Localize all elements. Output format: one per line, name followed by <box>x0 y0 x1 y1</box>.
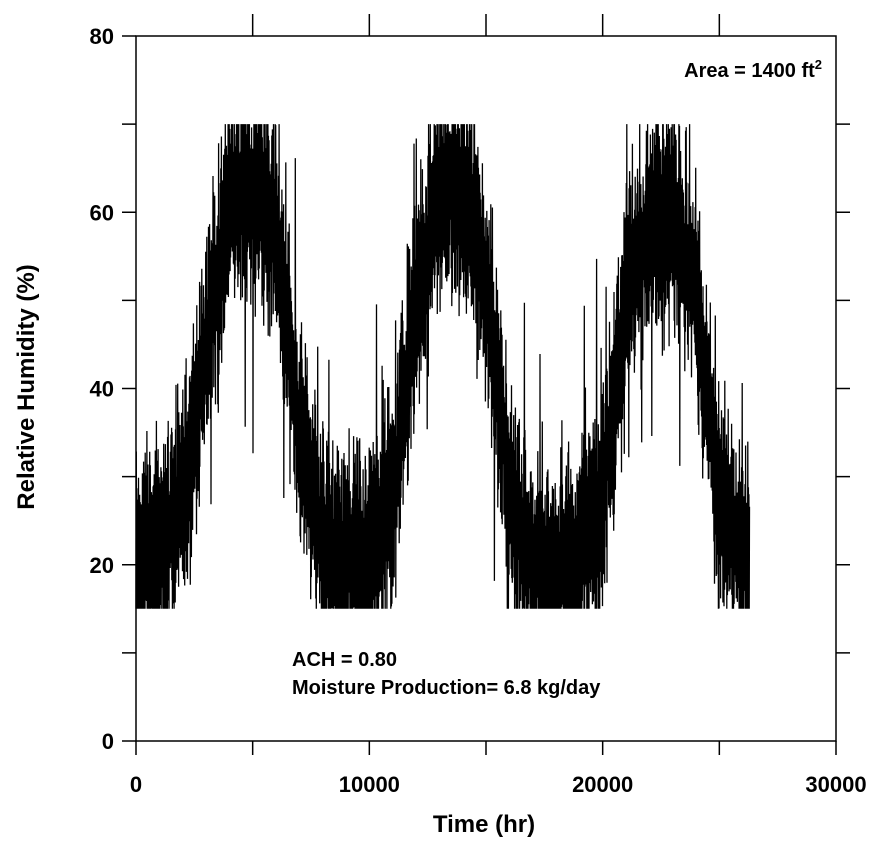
moisture-annotation: Moisture Production= 6.8 kg/day <box>292 677 601 699</box>
ach-annotation: ACH = 0.80 <box>292 649 397 671</box>
x-tick-label: 20000 <box>572 772 633 797</box>
area-annotation: Area = 1400 ft2 <box>684 57 822 82</box>
y-axis-title: Relative Humidity (%) <box>13 264 40 509</box>
x-axis-title: Time (hr) <box>433 811 535 838</box>
x-tick-label: 30000 <box>805 772 866 797</box>
y-tick-label: 40 <box>90 377 114 402</box>
x-tick-label: 0 <box>130 772 142 797</box>
area-annotation-text: Area = 1400 ft <box>684 60 815 82</box>
x-tick-label: 10000 <box>339 772 400 797</box>
y-tick-label: 80 <box>90 24 114 49</box>
y-tick-label: 20 <box>90 553 114 578</box>
y-tick-label: 60 <box>90 200 114 225</box>
labels-layer: 0 20 40 60 80 0 10000 20000 30000 <box>90 24 867 797</box>
area-annotation-superscript: 2 <box>815 57 822 72</box>
series-layer <box>135 124 751 609</box>
series-line <box>135 124 751 609</box>
y-tick-label: 0 <box>102 729 114 754</box>
ticks-layer <box>122 14 850 755</box>
